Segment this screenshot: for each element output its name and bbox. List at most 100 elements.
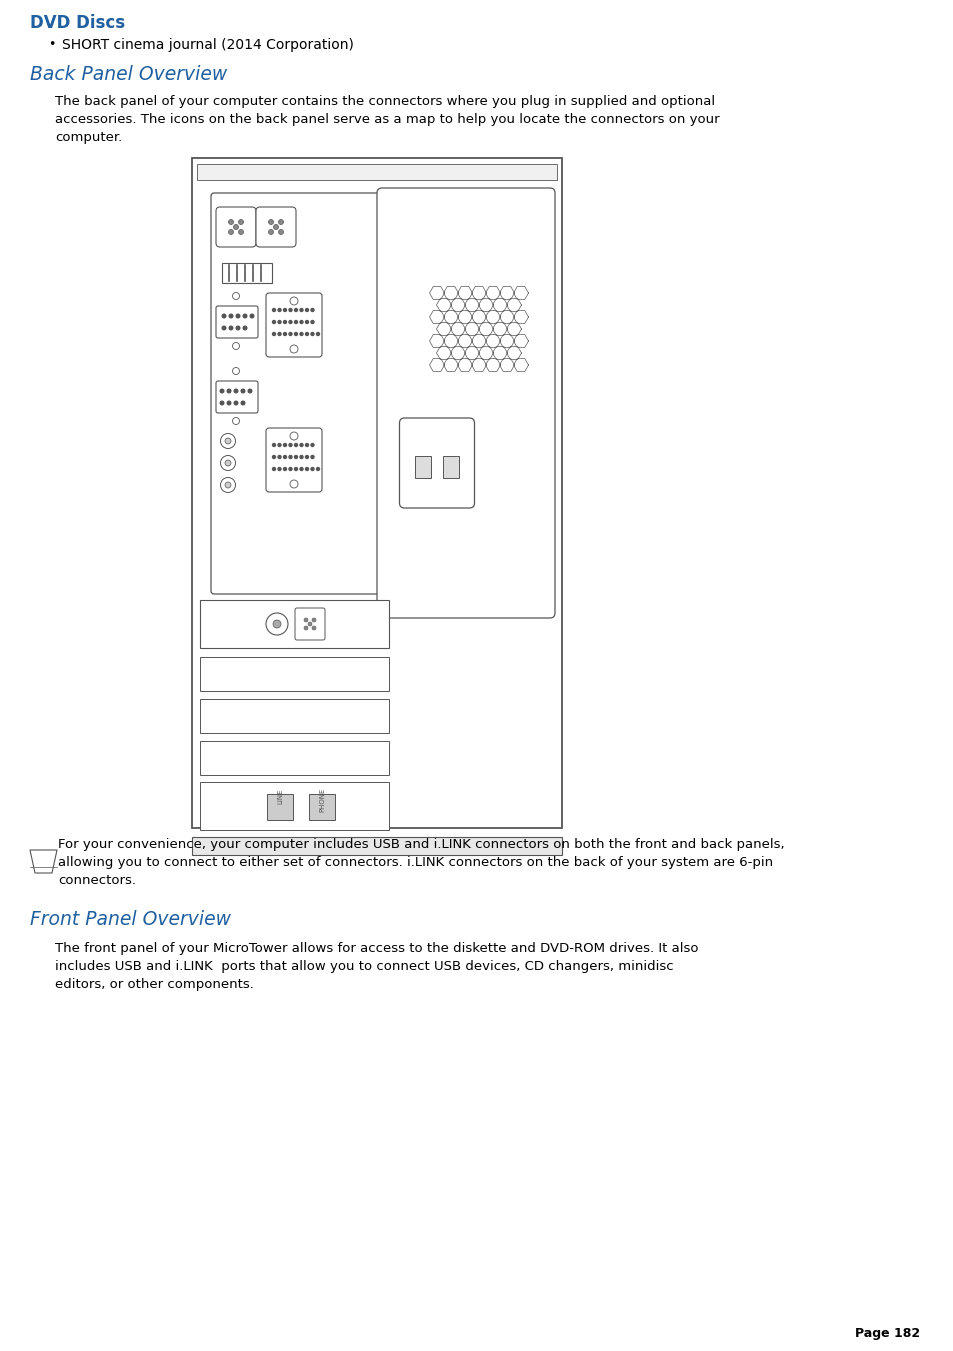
Text: connectors.: connectors. [58, 874, 136, 888]
Circle shape [294, 467, 297, 470]
Circle shape [305, 443, 308, 446]
FancyBboxPatch shape [376, 188, 555, 617]
Circle shape [294, 332, 297, 335]
Circle shape [250, 315, 253, 317]
Circle shape [236, 315, 239, 317]
Circle shape [290, 297, 297, 305]
Text: SHORT cinema journal (2014 Corporation): SHORT cinema journal (2014 Corporation) [62, 38, 354, 51]
Text: accessories. The icons on the back panel serve as a map to help you locate the c: accessories. The icons on the back panel… [55, 113, 719, 126]
Circle shape [233, 389, 237, 393]
Circle shape [273, 620, 281, 628]
FancyBboxPatch shape [399, 417, 474, 508]
Bar [200, 698, 389, 734]
Circle shape [229, 315, 233, 317]
Circle shape [289, 443, 292, 446]
Text: The back panel of your computer contains the connectors where you plug in suppli: The back panel of your computer contains… [55, 95, 715, 108]
Circle shape [283, 467, 286, 470]
Circle shape [289, 320, 292, 323]
Circle shape [277, 467, 281, 470]
Circle shape [220, 477, 235, 493]
FancyBboxPatch shape [294, 608, 325, 640]
Circle shape [273, 320, 275, 323]
Bar [200, 657, 389, 690]
Circle shape [311, 320, 314, 323]
Circle shape [299, 332, 303, 335]
Circle shape [290, 432, 297, 440]
FancyBboxPatch shape [255, 207, 295, 247]
Text: Front Panel Overview: Front Panel Overview [30, 911, 231, 929]
Circle shape [304, 626, 308, 630]
Bar [267, 794, 293, 820]
Circle shape [227, 389, 231, 393]
FancyBboxPatch shape [215, 381, 257, 413]
Circle shape [294, 455, 297, 458]
Circle shape [248, 389, 252, 393]
Circle shape [283, 443, 286, 446]
Circle shape [220, 389, 224, 393]
Bar [196, 163, 557, 180]
Circle shape [225, 482, 231, 488]
Circle shape [238, 219, 243, 224]
Circle shape [312, 626, 315, 630]
Circle shape [299, 308, 303, 312]
Circle shape [268, 219, 274, 224]
Circle shape [294, 308, 297, 312]
Circle shape [312, 617, 315, 621]
Text: computer.: computer. [55, 131, 122, 145]
Circle shape [283, 320, 286, 323]
Circle shape [283, 332, 286, 335]
Circle shape [299, 455, 303, 458]
Circle shape [311, 308, 314, 312]
Circle shape [277, 332, 281, 335]
Text: For your convenience, your computer includes USB and i.LINK connectors on both t: For your convenience, your computer incl… [58, 838, 783, 851]
FancyBboxPatch shape [215, 207, 255, 247]
Circle shape [283, 308, 286, 312]
Text: PHONE: PHONE [318, 788, 325, 812]
Text: editors, or other components.: editors, or other components. [55, 978, 253, 992]
Circle shape [222, 315, 226, 317]
Circle shape [268, 230, 274, 235]
Circle shape [289, 467, 292, 470]
Circle shape [238, 230, 243, 235]
Circle shape [277, 308, 281, 312]
Circle shape [220, 434, 235, 449]
Circle shape [290, 345, 297, 353]
Circle shape [289, 455, 292, 458]
Text: •: • [48, 38, 55, 51]
Text: Back Panel Overview: Back Panel Overview [30, 65, 227, 84]
FancyBboxPatch shape [266, 293, 322, 357]
Text: The front panel of your MicroTower allows for access to the diskette and DVD-ROM: The front panel of your MicroTower allow… [55, 942, 698, 955]
Circle shape [273, 467, 275, 470]
Circle shape [220, 455, 235, 470]
Circle shape [274, 224, 278, 230]
Circle shape [305, 467, 308, 470]
Circle shape [241, 389, 245, 393]
Bar [192, 838, 561, 855]
Circle shape [299, 320, 303, 323]
Circle shape [266, 613, 288, 635]
Text: LINE: LINE [276, 788, 283, 804]
Circle shape [311, 443, 314, 446]
Circle shape [289, 308, 292, 312]
Circle shape [229, 219, 233, 224]
Circle shape [299, 467, 303, 470]
Circle shape [305, 455, 308, 458]
Circle shape [311, 455, 314, 458]
Circle shape [229, 230, 233, 235]
FancyBboxPatch shape [211, 193, 381, 594]
Circle shape [236, 326, 239, 330]
Circle shape [273, 308, 275, 312]
Circle shape [305, 308, 308, 312]
Circle shape [233, 401, 237, 405]
Circle shape [278, 219, 283, 224]
Circle shape [220, 401, 224, 405]
Bar [192, 158, 561, 828]
Circle shape [308, 621, 312, 626]
Circle shape [294, 443, 297, 446]
Circle shape [233, 367, 239, 374]
FancyBboxPatch shape [266, 428, 322, 492]
Circle shape [241, 401, 245, 405]
Polygon shape [30, 850, 57, 873]
Circle shape [305, 332, 308, 335]
FancyBboxPatch shape [215, 305, 257, 338]
